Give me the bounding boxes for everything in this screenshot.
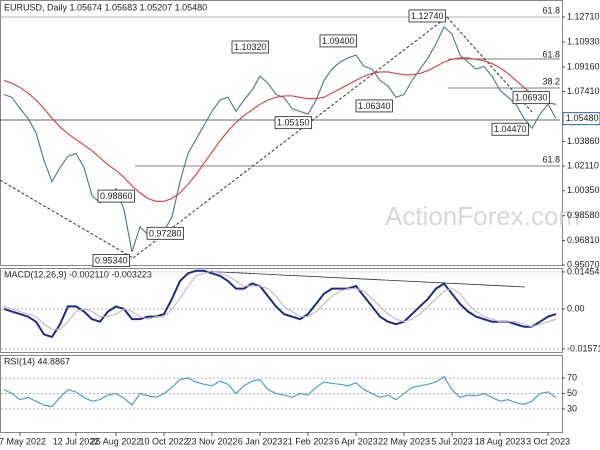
series-line: [3, 57, 557, 202]
annotation: 1.05150: [277, 118, 310, 128]
annotation-box: [97, 189, 135, 203]
y-tick-label: 1.03860: [567, 136, 600, 146]
y-tick-label: 70: [567, 372, 577, 382]
x-tick-label: 5 Jul 2023: [431, 436, 473, 446]
annotation-box: [146, 226, 184, 240]
fib-label: 38.2: [542, 76, 560, 86]
x-tick-label: 21 Feb 2023: [283, 436, 334, 446]
annotation: 1.10320: [234, 42, 267, 52]
annotation-box: [408, 9, 446, 23]
price-panel: [0, 0, 563, 266]
annotation: 1.06340: [358, 101, 391, 111]
annotation: 1.12740: [411, 11, 444, 21]
x-tick-label: 27 May 2022: [0, 436, 46, 446]
y-tick-label: 1.02110: [567, 160, 599, 170]
y-tick-label: 1.10930: [567, 36, 600, 46]
x-tick-label: 6 Apr 2023: [334, 436, 378, 446]
trendline: [0, 179, 134, 259]
annotation: 1.06930: [515, 93, 548, 103]
x-tick-label: 10 Oct 2022: [139, 436, 188, 446]
series-line: [3, 375, 557, 408]
annotation-box: [512, 91, 550, 105]
annotation-box: [274, 116, 312, 130]
macd-panel: [0, 268, 563, 353]
annotation-box: [491, 122, 529, 136]
y-tick-label: 0.98580: [567, 210, 600, 220]
y-tick-label: 50: [567, 388, 577, 398]
y-tick-label: 1.00350: [567, 185, 600, 195]
annotation: 0.97280: [149, 228, 182, 238]
x-tick-label: 22 May 2023: [378, 436, 430, 446]
rsi-title: RSI(14) 44.8867: [4, 356, 70, 366]
y-tick-label: 0.95070: [567, 259, 600, 269]
last-price-box: [562, 112, 600, 126]
x-tick-label: 6 Jan 2023: [238, 436, 283, 446]
series-line: [3, 269, 557, 339]
annotation: 1.09400: [322, 36, 355, 46]
x-tick-label: 23 Nov 2022: [186, 436, 237, 446]
y-tick-label: 30: [567, 403, 577, 413]
x-tick-label: 12 Jul 2022: [53, 436, 100, 446]
series-line: [3, 26, 557, 253]
series-line: [3, 270, 557, 330]
x-tick-label: 25 Aug 2022: [91, 436, 142, 446]
fib-label: 61.8: [542, 154, 560, 164]
watermark: ActionForex.com: [385, 201, 580, 231]
y-tick-label: 0.00: [567, 303, 585, 313]
annotation-box: [319, 34, 357, 48]
last-price: 1.05480: [566, 113, 599, 123]
fib-label: 61.8: [542, 5, 560, 15]
y-tick-label: 0.96810: [567, 235, 600, 245]
trendline: [132, 16, 448, 259]
trendline: [199, 270, 526, 288]
annotation-box: [231, 40, 269, 54]
annotation-box: [355, 99, 393, 113]
x-tick-label: 18 Aug 2023: [475, 436, 526, 446]
y-tick-label: -0.015712: [567, 343, 600, 353]
y-tick-label: 1.07410: [567, 86, 600, 96]
y-tick-label: 1.09160: [567, 61, 600, 71]
annotation: 0.95340: [95, 256, 128, 266]
annotation: 1.04470: [494, 124, 527, 134]
y-tick-label: 0.014549: [567, 266, 600, 276]
x-tick-label: 3 Oct 2023: [526, 436, 570, 446]
y-tick-label: 1.12710: [567, 11, 600, 21]
macd-title: MACD(12,26,9) -0.002110 -0.003223: [4, 269, 152, 279]
chart-title: EURUSD, Daily 1.05674 1.05683 1.05207 1.…: [4, 2, 207, 12]
annotation-box: [92, 254, 130, 267]
annotation: 0.98860: [100, 191, 133, 201]
fib-label: 61.8: [542, 49, 560, 59]
